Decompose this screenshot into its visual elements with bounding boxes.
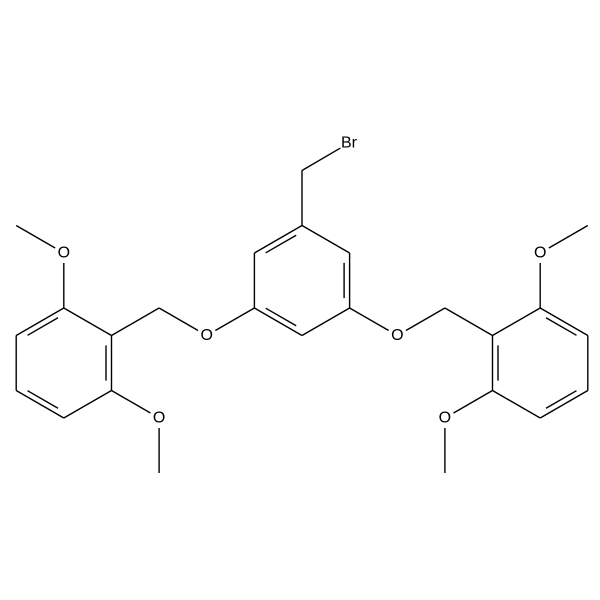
atom-label-o: O <box>391 327 403 344</box>
bond-line <box>254 308 302 336</box>
bond-line <box>215 308 254 331</box>
bond-line <box>493 391 541 419</box>
atom-label-o: O <box>439 410 451 427</box>
bond-line <box>406 308 445 331</box>
bond-line <box>454 391 493 414</box>
bond-line <box>302 308 350 336</box>
bond-line <box>302 226 350 254</box>
bond-line <box>540 308 588 336</box>
bond-line <box>64 391 112 419</box>
bond-line <box>16 226 55 249</box>
bond-line <box>493 308 541 336</box>
bond-line <box>350 308 389 331</box>
atom-label-br: Br <box>341 135 358 152</box>
bond-line <box>302 148 340 170</box>
atom-label-o: O <box>58 245 70 262</box>
bond-line <box>64 308 112 336</box>
atom-label-o: O <box>200 327 212 344</box>
bond-line <box>16 308 64 336</box>
atom-label-o: O <box>534 245 546 262</box>
bond-line <box>540 391 588 419</box>
bond-line <box>112 308 160 336</box>
bond-line <box>159 308 198 331</box>
bond-line <box>112 391 151 414</box>
molecule-diagram: Br O O O O O O <box>0 0 600 600</box>
bond-line <box>549 226 588 249</box>
atom-label-o: O <box>153 410 165 427</box>
bond-line <box>254 226 302 254</box>
bond-line <box>16 391 64 419</box>
bond-line <box>445 308 493 336</box>
